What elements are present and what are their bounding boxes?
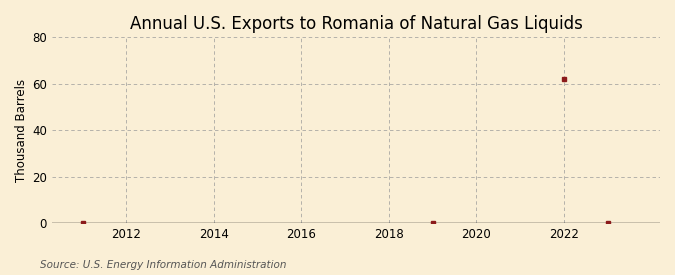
Text: Source: U.S. Energy Information Administration: Source: U.S. Energy Information Administ…: [40, 260, 287, 270]
Y-axis label: Thousand Barrels: Thousand Barrels: [15, 79, 28, 182]
Title: Annual U.S. Exports to Romania of Natural Gas Liquids: Annual U.S. Exports to Romania of Natura…: [130, 15, 583, 33]
